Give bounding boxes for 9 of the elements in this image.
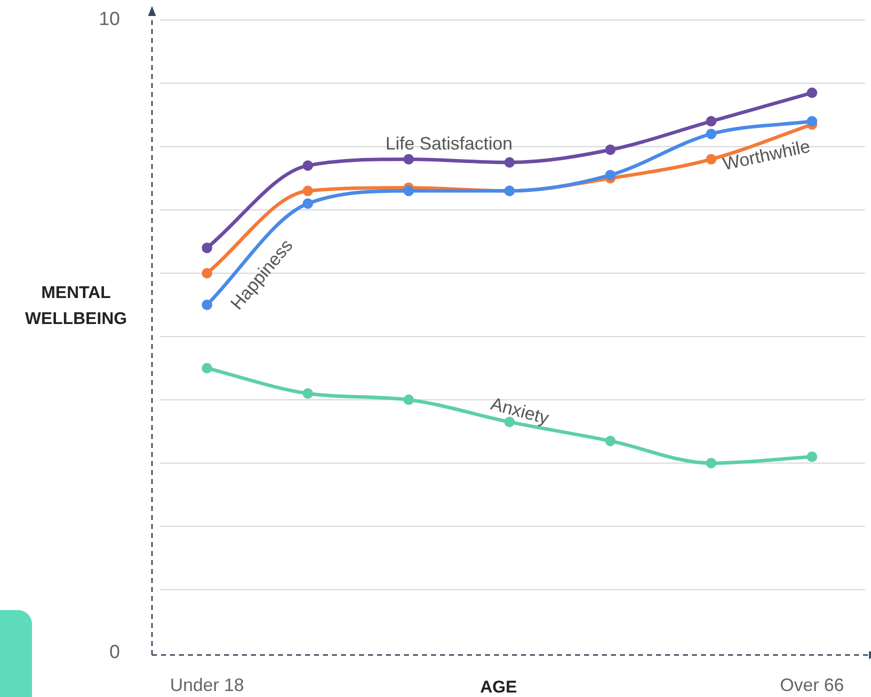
y-tick-label: 10 — [98, 9, 120, 30]
text: Anxiety — [488, 394, 551, 428]
y-axis-title: MENTAL WELLBEING — [25, 283, 127, 328]
text: Worthwhile — [720, 136, 812, 174]
series-label: Life Satisfaction — [385, 133, 513, 154]
x-tick-label: Under 18 — [170, 674, 244, 695]
y-tick-label: 0 — [109, 642, 120, 664]
x-axis-title: AGE — [480, 678, 517, 697]
x-tick-label: Over 66 — [780, 674, 844, 695]
